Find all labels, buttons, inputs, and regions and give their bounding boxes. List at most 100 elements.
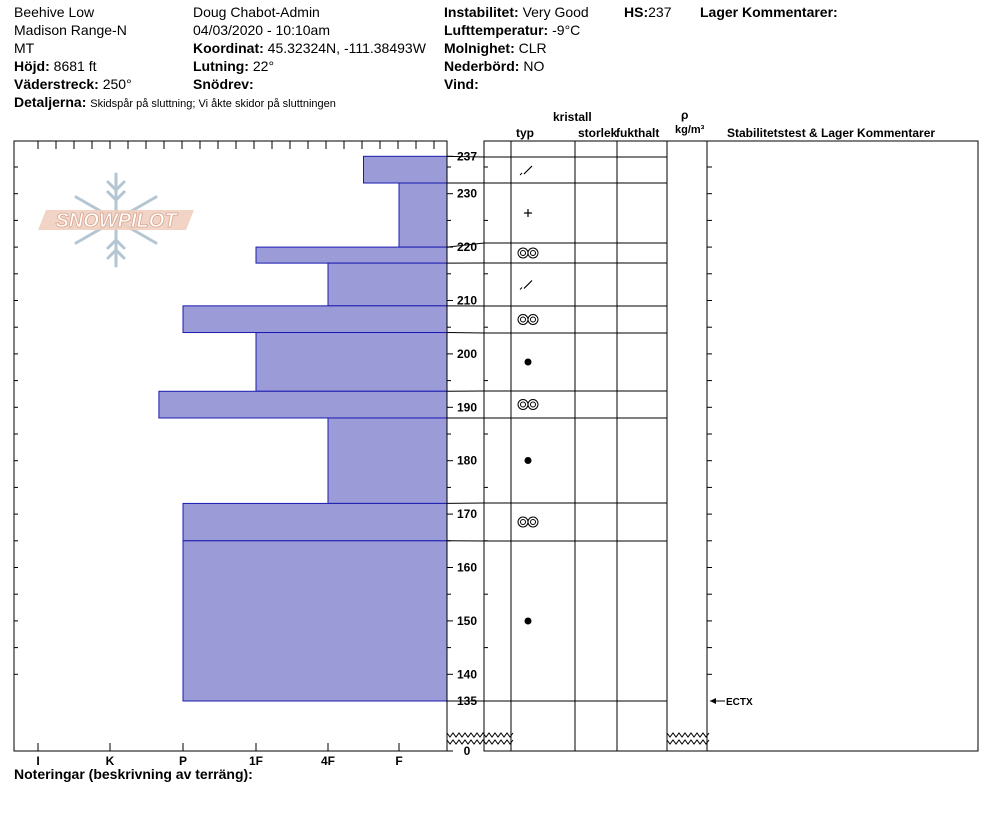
aspect-value: 250° <box>102 76 132 92</box>
depth-label-220: 220 <box>457 240 477 254</box>
size-header: storlek <box>578 126 618 140</box>
sky-value: CLR <box>518 40 547 56</box>
hardness-bar-9 <box>182 540 448 702</box>
slope-label: Lutning: <box>193 58 249 74</box>
details-label: Detaljerna: <box>14 94 87 110</box>
precip-value: NO <box>523 58 545 74</box>
layer-connector-237 <box>446 155 485 158</box>
notes-label: Noteringar (beskrivning av terräng): <box>14 766 253 782</box>
grain-ring <box>520 519 526 525</box>
observer-name: Doug Chabot-Admin <box>193 4 320 20</box>
grain-dot <box>524 358 532 366</box>
depth-label-160: 160 <box>457 561 477 575</box>
axis-break-marker <box>446 732 710 745</box>
depth-label-170: 170 <box>457 507 477 521</box>
test-arrowhead <box>710 698 716 704</box>
grain-stroke <box>519 287 523 290</box>
hardness-label-1F: 1F <box>249 754 263 768</box>
elevation-value: 8681 ft <box>53 58 97 74</box>
snowpilot-logo: SNOWPILOT <box>38 172 194 268</box>
sky-label: Molnighet: <box>444 40 515 56</box>
depth-label-230: 230 <box>457 187 477 201</box>
grain-ring <box>527 314 539 325</box>
grain-stroke <box>523 280 533 289</box>
precip-label: Nederbörd: <box>444 58 520 74</box>
wind-label: Vind: <box>444 76 479 92</box>
slope-value: 22° <box>252 58 275 74</box>
coordinate-field: Koordinat: 45.32324N, -111.38493W <box>193 40 426 57</box>
hardness-bar-0 <box>363 155 448 184</box>
grain-ring <box>520 316 526 323</box>
grain-symbol-melt-freeze <box>517 247 539 259</box>
airtemp-field: Lufttemperatur: -9°C <box>444 22 580 39</box>
depth-label-200: 200 <box>457 347 477 361</box>
axis-break-line-1 <box>446 739 514 745</box>
elevation-label: Höjd: <box>14 58 50 74</box>
layer-table-frame <box>483 140 979 752</box>
grain-dot <box>524 457 532 464</box>
hs-value: 237 <box>648 4 672 20</box>
axis-break-line-right-0 <box>666 732 710 738</box>
hardness-bar-7 <box>327 417 448 504</box>
grain-ring <box>517 516 529 528</box>
layer-comments-title: Lager Kommentarer: <box>700 4 838 20</box>
grain-symbol-decomposing <box>519 165 533 176</box>
grain-ring <box>530 401 536 408</box>
grain-symbol-melt-freeze <box>517 314 539 325</box>
drift-label: Snödrev: <box>193 76 254 92</box>
grain-symbol-melt-freeze <box>517 516 539 528</box>
density-unit-header: kg/m³ <box>675 124 705 136</box>
grain-stroke <box>523 165 533 175</box>
hardness-label-I: I <box>36 754 39 768</box>
grain-ring <box>517 247 529 259</box>
grain-ring <box>530 250 536 256</box>
logo-text: SNOWPILOT <box>55 210 178 232</box>
coordinate-label: Koordinat: <box>193 40 264 56</box>
airtemp-label: Lufttemperatur: <box>444 22 549 38</box>
hardness-bar-2 <box>255 246 448 264</box>
instability-label: Instabilitet: <box>444 4 519 20</box>
grain-dot <box>524 617 532 625</box>
type-header: typ <box>516 126 534 140</box>
stability-header: Stabilitetstest & Lager Kommentarer <box>727 126 936 140</box>
state-name: MT <box>14 40 35 56</box>
observation-datetime: 04/03/2020 - 10:10am <box>193 22 330 38</box>
grain-ring <box>530 316 536 323</box>
hardness-label-F: F <box>395 754 402 768</box>
depth-label-190: 190 <box>457 400 477 414</box>
location-name: Beehive Low <box>14 4 95 20</box>
hardness-bar-5 <box>255 332 448 392</box>
hardness-bar-8 <box>182 502 448 542</box>
wind-field: Vind: <box>444 76 479 93</box>
crystal-header: kristall <box>553 110 592 124</box>
hardness-label-4F: 4F <box>321 754 335 768</box>
hs-label: HS: <box>624 4 649 20</box>
instability-field: Instabilitet: Very Good <box>444 4 589 21</box>
grain-ring <box>527 247 539 259</box>
grain-ring <box>517 399 529 410</box>
instability-value: Very Good <box>522 4 589 20</box>
slope-field: Lutning: 22° <box>193 58 274 75</box>
hardness-bar-4 <box>182 305 448 334</box>
precip-field: Nederbörd: NO <box>444 58 544 75</box>
depth-label-140: 140 <box>457 667 477 681</box>
grain-ring <box>530 519 536 525</box>
grain-stroke <box>519 172 523 176</box>
grain-symbol-faceted <box>524 209 532 217</box>
range-name: Madison Range-N <box>14 22 127 38</box>
sky-field: Molnighet: CLR <box>444 40 547 57</box>
depth-label-180: 180 <box>457 454 477 468</box>
depth-label-0: 0 <box>464 744 471 758</box>
grain-symbol-melt-freeze <box>517 399 539 410</box>
hardness-bar-3 <box>327 262 448 307</box>
hardness-label-P: P <box>179 754 187 768</box>
grain-symbol-ice-formation <box>524 358 532 366</box>
grain-symbol-decomposing <box>519 280 533 290</box>
moisture-header: fukthalt <box>616 126 660 140</box>
aspect-label: Väderstreck: <box>14 76 99 92</box>
coordinate-value: 45.32324N, -111.38493W <box>267 40 426 56</box>
layer-connector-220 <box>446 242 485 248</box>
aspect-field: Väderstreck: 250° <box>14 76 132 93</box>
grain-symbol-ice-formation <box>524 617 532 625</box>
